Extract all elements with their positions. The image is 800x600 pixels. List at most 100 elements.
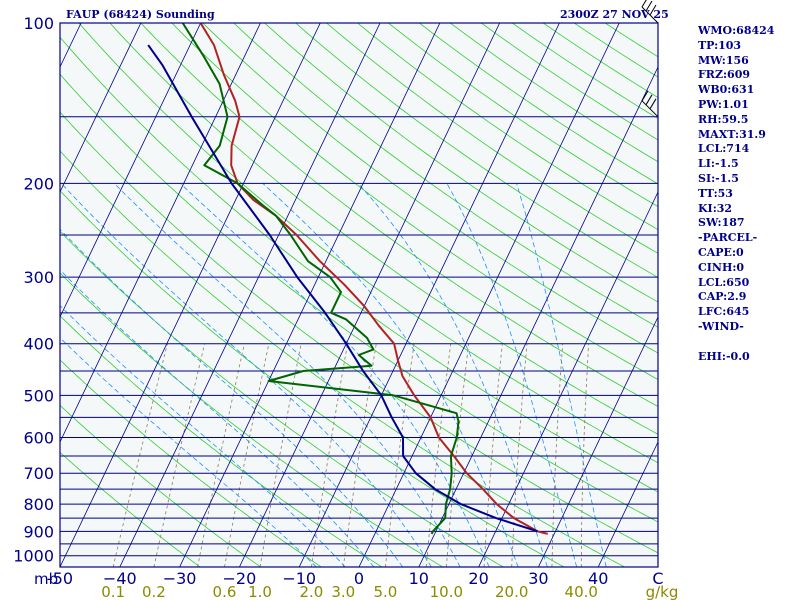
wind-barb-mid xyxy=(641,90,659,118)
pressure-label: 400 xyxy=(23,335,54,354)
plot-area xyxy=(60,23,658,567)
temperature-label: −20 xyxy=(223,569,257,588)
mixing-ratio-label: 0.1 xyxy=(101,583,125,600)
wind-barb-flag xyxy=(649,98,657,110)
temperature-axis-labels: mb-50 −40 −30 −20 −10 0 10 20 30 40 C xyxy=(34,569,664,588)
index-item: EHI:-0.0 xyxy=(698,349,750,363)
index-item: MW:156 xyxy=(698,53,749,67)
dry-adiabat xyxy=(60,230,504,567)
isotherm xyxy=(239,23,501,567)
isotherm xyxy=(597,441,658,567)
temperature-label: 40 xyxy=(588,569,608,588)
isotherm xyxy=(179,23,441,567)
mixing-ratio-label: 5.0 xyxy=(373,583,397,600)
isotherm xyxy=(119,23,381,567)
index-item: LCL:714 xyxy=(698,142,750,156)
dry-adiabat xyxy=(60,111,658,554)
pressure-label: 900 xyxy=(23,522,54,541)
temperature-end-label: C xyxy=(652,569,663,588)
temperature-label: 30 xyxy=(528,569,548,588)
dry-adiabat xyxy=(60,272,443,567)
pressure-label: 700 xyxy=(23,464,54,483)
dry-adiabat xyxy=(264,23,658,303)
index-item: TT:53 xyxy=(698,186,733,200)
mixing-ratio-line xyxy=(511,343,528,567)
index-item: PW:1.01 xyxy=(698,97,749,111)
wind-barb-upper xyxy=(641,0,659,24)
temperature-label: −10 xyxy=(282,569,316,588)
index-item: -PARCEL- xyxy=(698,231,758,245)
dewpoint-trace xyxy=(181,23,460,535)
moist-adiabat xyxy=(180,183,490,567)
mixing-ratio-line xyxy=(580,343,590,567)
isotherm xyxy=(60,23,321,567)
mixing-ratio-label: 0.2 xyxy=(142,583,166,600)
index-item: SW:187 xyxy=(698,216,745,230)
mixing-ratio-line xyxy=(342,343,377,567)
index-item: LI:-1.5 xyxy=(698,157,739,171)
pressure-label: 1000 xyxy=(13,547,54,566)
dry-adiabat xyxy=(233,23,658,328)
mixing-ratio-line xyxy=(197,343,245,567)
wind-barb-flag xyxy=(645,0,653,12)
plot-border xyxy=(59,22,659,568)
mixing-ratio-line xyxy=(445,343,470,567)
temperature-label: −30 xyxy=(163,569,197,588)
sounding-traces xyxy=(147,23,548,535)
mixing-ratio-label: 0.6 xyxy=(213,583,237,600)
pressure-axis-labels: 100 200 300 400 500 600 700 800 900 1000 xyxy=(13,14,54,566)
index-item: SI:-1.5 xyxy=(698,171,739,185)
isotherm xyxy=(538,316,658,567)
isotherm xyxy=(60,23,142,193)
temperature-label: −40 xyxy=(103,569,137,588)
pressure-label: 300 xyxy=(23,268,54,287)
wind-barbs xyxy=(641,0,659,118)
index-item: CINH:0 xyxy=(698,260,745,274)
dry-adiabat xyxy=(326,23,658,254)
isotherm xyxy=(0,23,21,567)
moist-adiabat xyxy=(60,228,404,567)
dry-adiabat xyxy=(140,23,658,407)
moist-adiabat xyxy=(60,305,346,567)
mixing-ratio-label: 2.0 xyxy=(300,583,324,600)
plot-frame xyxy=(59,22,659,568)
dry-adiabat xyxy=(60,150,625,567)
index-item: RH:59.5 xyxy=(698,112,749,126)
mixing-ratio-line xyxy=(311,343,348,567)
chart-timestamp: 2300Z 27 NOV 25 xyxy=(560,8,669,21)
x-axis-unit: mb xyxy=(34,570,58,588)
mixing-ratio-line xyxy=(224,343,270,567)
moist-adiabat xyxy=(262,183,519,567)
index-item: TP:103 xyxy=(698,38,742,52)
dry-adiabat xyxy=(60,190,565,567)
moist-adiabats xyxy=(60,183,607,567)
moist-adiabat xyxy=(61,183,432,567)
mixing-ratio-label: 20.0 xyxy=(495,583,528,600)
mixing-ratio-unit: g/kg xyxy=(646,583,679,600)
pressure-label: 800 xyxy=(23,495,54,514)
temperature-label: 10 xyxy=(409,569,429,588)
index-item: LCL:650 xyxy=(698,275,750,289)
wind-barb-flag xyxy=(649,4,657,16)
temperature-label: 20 xyxy=(468,569,488,588)
mixing-ratio-label: 10.0 xyxy=(430,583,463,600)
mixing-ratio-line xyxy=(483,343,503,567)
temperature-trace xyxy=(199,23,548,535)
isobars xyxy=(60,23,658,557)
mixing-ratio-label: 40.0 xyxy=(565,583,598,600)
mixing-ratio-line xyxy=(425,343,452,567)
moist-adiabat xyxy=(357,183,548,567)
wind-barb-flag xyxy=(641,0,647,8)
mixing-ratio-line xyxy=(112,343,168,567)
index-item: WMO:68424 xyxy=(698,24,775,37)
wind-barb-flag xyxy=(641,90,649,102)
pressure-label: 200 xyxy=(23,174,54,193)
index-item: CAP:2.9 xyxy=(698,290,747,304)
mixing-ratio-label: 3.0 xyxy=(331,583,355,600)
isotherm xyxy=(418,66,658,567)
wind-barb-flag xyxy=(645,94,653,106)
moist-adiabat xyxy=(60,337,317,567)
index-item: MAXT:31.9 xyxy=(698,127,766,141)
pressure-label: 500 xyxy=(23,386,54,405)
index-item: LFC:645 xyxy=(698,305,750,319)
